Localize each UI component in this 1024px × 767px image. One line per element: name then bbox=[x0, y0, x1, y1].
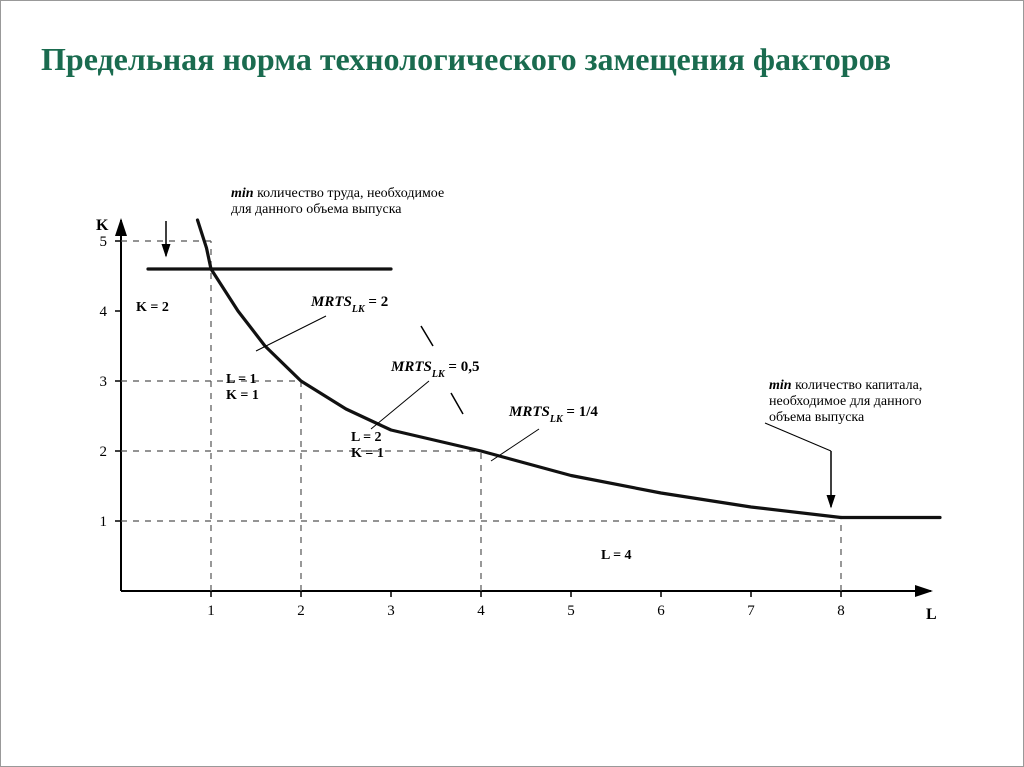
slide: Предельная норма технологического замеще… bbox=[0, 0, 1024, 767]
svg-text:MRTSLK = 0,5: MRTSLK = 0,5 bbox=[390, 359, 479, 380]
svg-text:5: 5 bbox=[100, 234, 108, 250]
svg-text:1: 1 bbox=[100, 514, 108, 530]
svg-text:4: 4 bbox=[477, 603, 485, 619]
svg-text:6: 6 bbox=[657, 603, 665, 619]
svg-text:MRTSLK = 2: MRTSLK = 2 bbox=[310, 294, 388, 315]
svg-text:L = 4: L = 4 bbox=[601, 548, 632, 563]
svg-text:L: L bbox=[926, 606, 937, 623]
svg-text:1: 1 bbox=[207, 603, 215, 619]
svg-text:8: 8 bbox=[837, 603, 845, 619]
chart-area: K L 1 2 3 4 5 6 7 8 1 2 3 4 5 min количество труда, нео… bbox=[61, 171, 961, 651]
svg-text:3: 3 bbox=[387, 603, 395, 619]
svg-text:L = 1K = 1: L = 1K = 1 bbox=[226, 372, 259, 403]
svg-text:L = 2K = 1: L = 2K = 1 bbox=[351, 430, 384, 461]
svg-text:K: K bbox=[96, 217, 109, 234]
svg-text:3: 3 bbox=[100, 374, 108, 390]
svg-text:4: 4 bbox=[100, 304, 108, 320]
svg-text:MRTSLK = 1/4: MRTSLK = 1/4 bbox=[508, 404, 598, 425]
svg-text:2: 2 bbox=[100, 444, 108, 460]
svg-text:5: 5 bbox=[567, 603, 575, 619]
svg-text:min количество труда, необходи: min количество труда, необходимоедля дан… bbox=[231, 186, 444, 217]
slide-title: Предельная норма технологического замеще… bbox=[41, 39, 983, 79]
svg-text:min количество капитала,необхо: min количество капитала,необходимое для … bbox=[769, 378, 922, 425]
svg-text:K = 2: K = 2 bbox=[136, 300, 169, 315]
svg-text:2: 2 bbox=[297, 603, 305, 619]
chart-svg: K L 1 2 3 4 5 6 7 8 1 2 3 4 5 min количество труда, нео… bbox=[61, 171, 961, 651]
svg-text:7: 7 bbox=[747, 603, 755, 619]
